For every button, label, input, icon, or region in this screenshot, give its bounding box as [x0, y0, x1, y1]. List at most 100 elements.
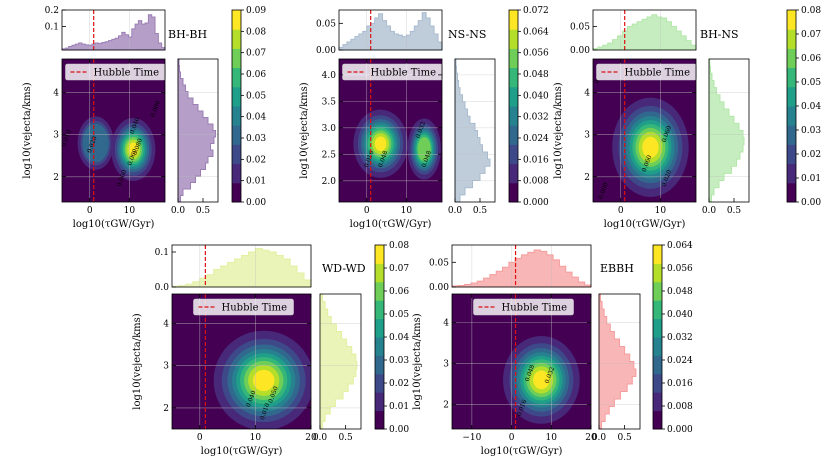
colorbar-tick-label: 0.064 — [667, 241, 693, 251]
top-y-tick-label: 0.05 — [429, 258, 449, 268]
colorbar-segment — [232, 144, 241, 165]
right-x-tick-label: 0.5 — [727, 206, 742, 216]
top-histogram — [451, 249, 592, 288]
top-y-tick-label: 0.05 — [570, 22, 590, 32]
colorbar-segment — [653, 355, 662, 375]
colorbar-tick-label: 0.00 — [801, 198, 821, 208]
panel-bh-bh: 0.0400.0600.0600.0800.0200.0100.000Hubbl… — [22, 6, 266, 230]
legend-label: Hubble Time — [625, 68, 691, 79]
colorbar-segment — [653, 373, 662, 393]
colorbar-segment — [653, 318, 662, 338]
colorbar-segment — [787, 144, 796, 165]
y-tick-label: 4 — [584, 89, 590, 99]
x-axis-label: log10(τGW/Gyr) — [73, 219, 155, 230]
x-axis-label: log10(τGW/Gyr) — [350, 219, 432, 230]
colorbar-segment — [787, 67, 796, 88]
density-contour-level — [533, 370, 550, 390]
colorbar-tick-label: 0.040 — [667, 310, 693, 320]
x-tick-label: 0 — [364, 206, 370, 216]
colorbar-tick-label: 0.000 — [523, 198, 549, 208]
colorbar-tick-label: 0.08 — [389, 241, 409, 251]
y-tick-label: 2 — [443, 400, 449, 410]
colorbar-segment — [509, 10, 518, 30]
colorbar-tick-label: 0.000 — [667, 425, 693, 435]
top-histogram — [61, 14, 166, 51]
colorbar-segment — [787, 10, 796, 30]
colorbar-tick-label: 0.056 — [667, 264, 693, 274]
x-tick-label: 10 — [655, 206, 667, 216]
colorbar-segment — [232, 163, 241, 184]
colorbar-segment — [509, 182, 518, 203]
colorbar-tick-label: 0.008 — [667, 402, 693, 412]
colorbar-segment — [232, 182, 241, 203]
y-axis-label: log10(vejecta/kms) — [22, 82, 33, 178]
colorbar-tick-label: 0.072 — [523, 6, 549, 16]
x-tick-label: 20 — [585, 433, 597, 443]
right-x-tick-label: 0.5 — [338, 433, 353, 443]
colorbar-segment — [509, 125, 518, 145]
colorbar-segment — [232, 106, 241, 126]
y-tick-label: 2 — [584, 173, 590, 183]
top-y-tick-label: 0.0 — [155, 283, 170, 293]
main-axes-frame — [451, 293, 592, 430]
top-y-tick-label: 0.1 — [45, 22, 59, 32]
y-axis-label: log10(vejecta/kms) — [299, 82, 310, 178]
colorbar-tick-label: 0.024 — [667, 356, 693, 366]
main-axes-frame — [338, 58, 443, 203]
colorbar-segment — [509, 86, 518, 107]
x-axis-label: log10(τGW/Gyr) — [481, 446, 563, 457]
top-histogram — [592, 14, 697, 51]
colorbar-tick-label: 0.05 — [246, 91, 266, 101]
y-tick-label: 3 — [53, 131, 59, 141]
colorbar-tick-label: 0.07 — [389, 264, 409, 274]
right-histogram — [319, 293, 358, 430]
colorbar-segment — [787, 182, 796, 203]
top-hist-frame — [451, 244, 592, 288]
colorbar-tick-label: 0.016 — [523, 155, 549, 165]
colorbar-segment — [232, 29, 241, 49]
top-hist-frame — [338, 9, 443, 51]
colorbar-tick-label: 0.09 — [246, 6, 266, 16]
x-tick-label: 0 — [509, 433, 515, 443]
colorbar-tick-label: 0.01 — [801, 174, 821, 184]
colorbar-segment — [232, 48, 241, 69]
colorbar-segment — [375, 263, 384, 283]
colorbar-frame — [508, 9, 519, 203]
colorbar-segment — [509, 29, 518, 49]
colorbar-segment — [653, 410, 662, 430]
colorbar-segment — [232, 125, 241, 145]
x-tick-label: 10 — [401, 206, 413, 216]
right-histogram — [177, 58, 216, 203]
right-hist-frame — [708, 58, 750, 203]
y-axis-label: log10(vejecta/kms) — [412, 313, 423, 409]
right-histogram — [454, 58, 491, 203]
colorbar-tick-label: 0.00 — [389, 425, 409, 435]
colorbar-segment — [653, 337, 662, 356]
x-tick-label: 0 — [87, 206, 93, 216]
y-tick-label: 4 — [163, 320, 169, 330]
legend: Hubble Time — [193, 298, 294, 316]
right-x-tick-label: 0.5 — [473, 206, 488, 216]
density-contour-level — [82, 123, 109, 163]
colorbar-tick-label: 0.08 — [801, 6, 821, 16]
colorbar-tick-label: 0.048 — [523, 70, 549, 80]
legend-label: Hubble Time — [222, 303, 288, 314]
x-tick-label: 0 — [618, 206, 624, 216]
colorbar-tick-label: 0.02 — [246, 155, 266, 165]
colorbar-tick-label: 0.02 — [389, 379, 409, 389]
y-tick-label: 4.0 — [322, 71, 337, 81]
y-tick-label: 2.5 — [322, 150, 337, 160]
colorbar-segment — [232, 10, 241, 30]
colorbar-segment — [653, 245, 662, 264]
y-axis-label: log10(vejecta/kms) — [132, 313, 143, 409]
right-x-tick-label: 0.0 — [592, 433, 607, 443]
colorbar-segment — [653, 263, 662, 283]
panel-title: BH-BH — [168, 28, 207, 41]
x-tick-label: 0 — [197, 433, 203, 443]
top-hist-frame — [592, 9, 697, 51]
